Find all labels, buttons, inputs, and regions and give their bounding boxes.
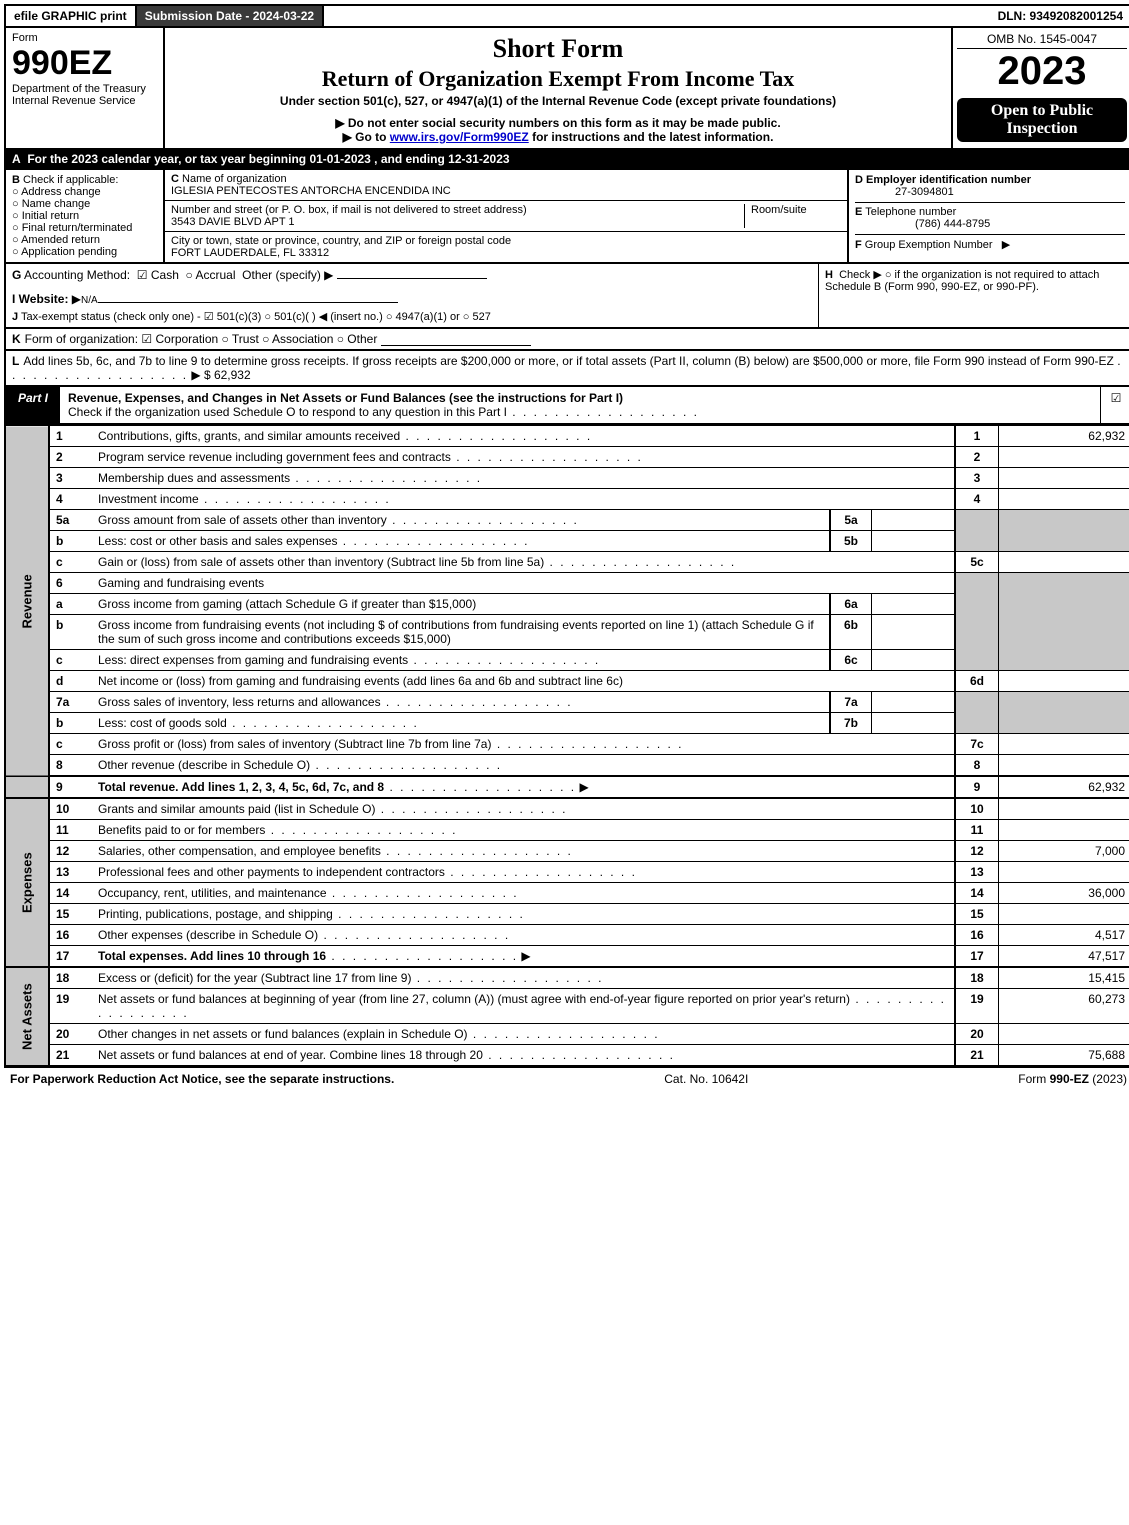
irs-link[interactable]: www.irs.gov/Form990EZ xyxy=(390,130,529,144)
g-label: Accounting Method: xyxy=(24,268,130,282)
short-form-title: Short Form xyxy=(173,34,943,64)
side-net-assets: Net Assets xyxy=(5,967,49,1066)
line-1-desc: Contributions, gifts, grants, and simila… xyxy=(98,429,400,443)
part1-tab: Part I xyxy=(6,387,60,423)
row-k: KForm of organization: ☑ Corporation ○ T… xyxy=(4,329,1129,351)
side-expenses: Expenses xyxy=(5,798,49,967)
footer-right: Form 990-EZ (2023) xyxy=(1018,1072,1127,1086)
chk-initial-return[interactable]: Initial return xyxy=(12,210,79,222)
part1-header: Part I Revenue, Expenses, and Changes in… xyxy=(4,387,1129,425)
side-revenue: Revenue xyxy=(5,426,49,777)
line-1-num: 1 xyxy=(49,426,92,447)
chk-address-change[interactable]: Address change xyxy=(12,186,101,198)
telephone: (786) 444-8795 xyxy=(855,218,990,230)
org-name: IGLESIA PENTECOSTES ANTORCHA ENCENDIDA I… xyxy=(171,185,451,197)
dln: DLN: 93492082001254 xyxy=(990,6,1129,26)
submission-date: Submission Date - 2024-03-22 xyxy=(137,6,324,26)
efile-label: efile GRAPHIC print xyxy=(6,6,137,26)
chk-cash[interactable]: Cash xyxy=(137,268,179,282)
ein: 27-3094801 xyxy=(855,186,954,198)
form-header: Form 990EZ Department of the Treasury In… xyxy=(4,28,1129,150)
col-b: B Check if applicable: Address change Na… xyxy=(6,170,165,262)
col-d: D Employer identification number 27-3094… xyxy=(849,170,1129,262)
total-expenses: 47,517 xyxy=(999,946,1129,968)
room-suite: Room/suite xyxy=(744,204,841,228)
row-g-h: G Accounting Method: Cash Accrual Other … xyxy=(4,264,1129,329)
chk-final-return[interactable]: Final return/terminated xyxy=(12,222,132,234)
website-value: N/A xyxy=(81,295,98,306)
header-left: Form 990EZ Department of the Treasury In… xyxy=(6,28,165,148)
omb-number: OMB No. 1545-0047 xyxy=(957,32,1127,49)
main-title: Return of Organization Exempt From Incom… xyxy=(173,66,943,92)
part1-check[interactable]: ☑ xyxy=(1100,387,1129,423)
form-label: Form xyxy=(12,32,157,44)
chk-amended-return[interactable]: Amended return xyxy=(12,234,100,246)
street-address: 3543 DAVIE BLVD APT 1 xyxy=(171,216,295,228)
info-grid: B Check if applicable: Address change Na… xyxy=(4,170,1129,264)
total-revenue: 62,932 xyxy=(999,776,1129,798)
line-a: A For the 2023 calendar year, or tax yea… xyxy=(4,150,1129,170)
header-right: OMB No. 1545-0047 2023 Open to Public In… xyxy=(951,28,1129,148)
lines-table: Revenue 1 Contributions, gifts, grants, … xyxy=(4,425,1129,1067)
row-l: LAdd lines 5b, 6c, and 7b to line 9 to d… xyxy=(4,351,1129,387)
tax-exempt-status: Tax-exempt status (check only one) - ☑ 5… xyxy=(21,311,491,323)
city-state-zip: FORT LAUDERDALE, FL 33312 xyxy=(171,247,329,259)
header-center: Short Form Return of Organization Exempt… xyxy=(165,28,951,148)
subtitle-2: Do not enter social security numbers on … xyxy=(173,116,943,130)
top-bar: efile GRAPHIC print Submission Date - 20… xyxy=(4,4,1129,28)
row-h: H Check ▶ ○ if the organization is not r… xyxy=(818,264,1129,327)
form-number: 990EZ xyxy=(12,44,157,83)
gross-receipts: $ 62,932 xyxy=(204,368,251,382)
footer-cat: Cat. No. 10642I xyxy=(664,1072,748,1086)
tax-year: 2023 xyxy=(957,49,1127,94)
part1-title: Revenue, Expenses, and Changes in Net As… xyxy=(68,391,623,405)
inspection-badge: Open to Public Inspection xyxy=(957,98,1127,142)
footer: For Paperwork Reduction Act Notice, see … xyxy=(4,1067,1129,1090)
col-c: C Name of organization IGLESIA PENTECOST… xyxy=(165,170,849,262)
chk-name-change[interactable]: Name change xyxy=(12,198,90,210)
subtitle-1: Under section 501(c), 527, or 4947(a)(1)… xyxy=(173,94,943,108)
footer-left: For Paperwork Reduction Act Notice, see … xyxy=(10,1072,394,1086)
net-assets-eoy: 75,688 xyxy=(999,1045,1129,1067)
subtitle-3: Go to www.irs.gov/Form990EZ for instruct… xyxy=(173,130,943,144)
line-1-amount: 62,932 xyxy=(999,426,1129,447)
other-specify: Other (specify) xyxy=(242,268,321,282)
chk-accrual[interactable]: Accrual xyxy=(186,268,236,282)
chk-application-pending[interactable]: Application pending xyxy=(12,246,117,258)
dept-label: Department of the Treasury Internal Reve… xyxy=(12,83,157,107)
